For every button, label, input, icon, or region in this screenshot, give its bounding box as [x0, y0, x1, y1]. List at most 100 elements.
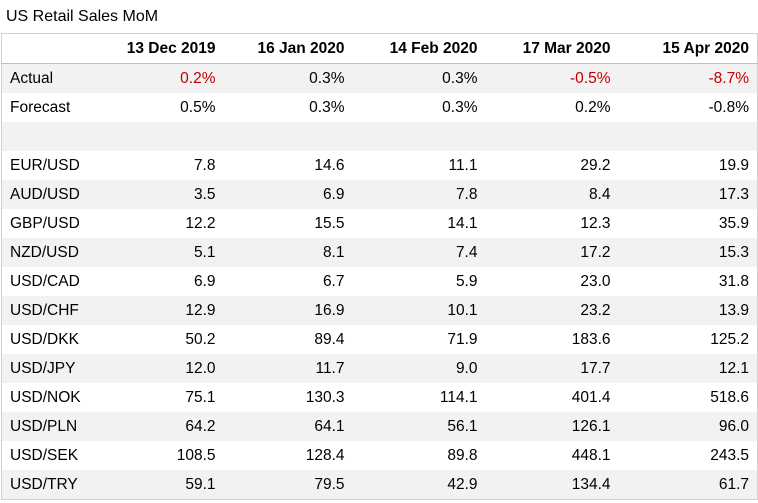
table-row: AUD/USD 3.5 6.9 7.8 8.4 17.3 [1, 180, 758, 209]
spacer-cell [1, 122, 758, 151]
table-row: USD/CAD 6.9 6.7 5.9 23.0 31.8 [2, 267, 758, 296]
pair-value: 12.9 [87, 296, 224, 325]
actual-value: 0.3% [352, 63, 486, 93]
pair-value: 108.5 [176, 446, 216, 464]
pair-value: 6.9 [193, 272, 216, 290]
column-header-date: 14 Feb 2020 [352, 33, 486, 64]
pair-value: 56.1 [352, 412, 486, 441]
pair-value: 19.9 [718, 156, 749, 174]
pair-label: USD/SEK [10, 446, 79, 464]
header-corner [1, 33, 88, 64]
pair-value: 5.9 [455, 272, 478, 290]
column-header-date: 13 Dec 2019 [87, 33, 224, 64]
forecast-value: 0.3% [442, 98, 478, 116]
actual-row: Actual 0.2% 0.3% 0.3% -0.5% -8.7% [1, 63, 758, 93]
actual-value: 0.2% [87, 63, 224, 93]
pair-value: 9.0 [352, 354, 486, 383]
table-row: USD/TRY 59.1 79.5 42.9 134.4 61.7 [1, 470, 758, 500]
pair-value: 89.4 [314, 330, 345, 348]
forecast-value: 0.5% [180, 98, 216, 116]
pair-value: 12.0 [87, 354, 224, 383]
pair-value: 14.1 [447, 214, 478, 232]
header-row: 13 Dec 2019 16 Jan 2020 14 Feb 2020 17 M… [1, 33, 758, 64]
table-row: USD/DKK 50.2 89.4 71.9 183.6 125.2 [2, 325, 758, 354]
pair-value: 125.2 [710, 330, 749, 348]
pair-value: 6.7 [322, 272, 345, 290]
table-row: USD/JPY 12.0 11.7 9.0 17.7 12.1 [1, 354, 758, 383]
forecast-row: Forecast 0.5% 0.3% 0.3% 0.2% -0.8% [2, 93, 758, 122]
actual-value: -8.7% [618, 63, 758, 93]
pair-value: 50.2 [185, 330, 216, 348]
actual-value: 0.3% [223, 63, 353, 93]
pair-value: 114.1 [439, 388, 478, 406]
actual-value: -0.5% [485, 63, 619, 93]
row-label: Forecast [10, 98, 71, 116]
pair-value: 12.2 [185, 214, 216, 232]
pair-value: 96.0 [618, 412, 758, 441]
pair-label: GBP/USD [10, 214, 80, 232]
pair-label: USD/CHF [1, 296, 88, 325]
pair-value: 61.7 [618, 470, 758, 500]
pair-value: 8.1 [223, 238, 353, 267]
table-row: USD/PLN 64.2 64.1 56.1 126.1 96.0 [1, 412, 758, 441]
column-header-date: 16 Jan 2020 [223, 33, 353, 64]
table-row: GBP/USD 12.2 15.5 14.1 12.3 35.9 [2, 209, 758, 238]
table-title: US Retail Sales MoM [6, 8, 159, 25]
pair-value: 31.8 [718, 272, 749, 290]
pair-value: 6.9 [223, 180, 353, 209]
spacer-row [1, 122, 758, 151]
pair-value: 11.7 [223, 354, 353, 383]
pair-value: 7.4 [352, 238, 486, 267]
pair-value: 14.6 [314, 156, 345, 174]
pair-value: 15.3 [618, 238, 758, 267]
pair-value: 11.1 [448, 156, 478, 174]
pair-label: AUD/USD [1, 180, 88, 209]
pair-value: 7.8 [352, 180, 486, 209]
pair-label: USD/CAD [10, 272, 80, 290]
pair-value: 8.4 [485, 180, 619, 209]
pair-value: 243.5 [710, 446, 749, 464]
pair-value: 17.2 [485, 238, 619, 267]
pair-value: 17.7 [485, 354, 619, 383]
pair-value: 64.1 [223, 412, 353, 441]
pair-value: 42.9 [352, 470, 486, 500]
pair-value: 12.3 [580, 214, 611, 232]
pair-value: 401.4 [571, 388, 611, 406]
forecast-value: -0.8% [708, 98, 750, 116]
pair-value: 13.9 [618, 296, 758, 325]
pair-label: USD/TRY [1, 470, 88, 500]
pair-value: 12.1 [618, 354, 758, 383]
table-row: EUR/USD 7.8 14.6 11.1 29.2 19.9 [2, 151, 758, 180]
pair-value: 7.8 [193, 156, 216, 174]
pair-label: USD/DKK [10, 330, 79, 348]
column-header-date: 17 Mar 2020 [485, 33, 619, 64]
pair-value: 75.1 [185, 388, 216, 406]
table-row: USD/CHF 12.9 16.9 10.1 23.2 13.9 [1, 296, 758, 325]
forecast-value: 0.3% [309, 98, 345, 116]
table-row: USD/SEK 108.5 128.4 89.8 448.1 243.5 [2, 441, 758, 470]
column-header-date: 15 Apr 2020 [618, 33, 758, 64]
pair-label: USD/JPY [1, 354, 88, 383]
pair-value: 128.4 [305, 446, 345, 464]
pair-value: 71.9 [447, 330, 478, 348]
pair-value: 10.1 [352, 296, 486, 325]
pair-value: 126.1 [485, 412, 619, 441]
table-row: NZD/USD 5.1 8.1 7.4 17.2 15.3 [1, 238, 758, 267]
pair-value: 59.1 [87, 470, 224, 500]
pair-value: 23.2 [485, 296, 619, 325]
pair-value: 3.5 [87, 180, 224, 209]
pair-value: 23.0 [580, 272, 611, 290]
pair-value: 89.8 [447, 446, 478, 464]
forecast-value: 0.2% [575, 98, 611, 116]
pair-value: 17.3 [618, 180, 758, 209]
pair-value: 29.2 [580, 156, 611, 174]
table-row: USD/NOK 75.1 130.3 114.1 401.4 518.6 [2, 383, 758, 412]
pair-value: 16.9 [223, 296, 353, 325]
pair-value: 79.5 [223, 470, 353, 500]
pair-value: 448.1 [571, 446, 611, 464]
pair-label: NZD/USD [1, 238, 88, 267]
pair-label: EUR/USD [10, 156, 80, 174]
pair-value: 183.6 [571, 330, 611, 348]
pair-value: 518.6 [710, 388, 749, 406]
retail-sales-table: 13 Dec 2019 16 Jan 2020 14 Feb 2020 17 M… [1, 33, 758, 500]
